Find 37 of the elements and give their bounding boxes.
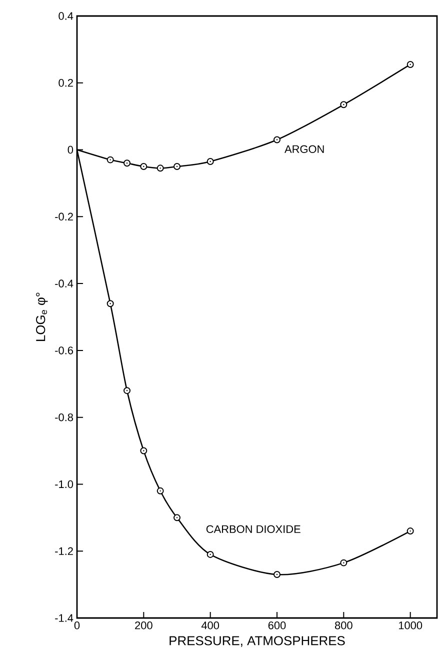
x-tick-label: 800 xyxy=(334,622,352,630)
x-tick-label: 200 xyxy=(135,622,152,630)
point xyxy=(174,514,180,522)
y-tick-label: -0.8 xyxy=(55,413,73,422)
series-label: ARGON xyxy=(284,145,324,154)
y-tick-label: -1.4 xyxy=(55,614,74,622)
point xyxy=(406,61,414,68)
point xyxy=(140,447,148,454)
point xyxy=(340,101,348,108)
point xyxy=(156,164,164,172)
point xyxy=(156,487,164,494)
point xyxy=(106,300,114,308)
point xyxy=(206,158,214,165)
y-tick-label: -0.2 xyxy=(55,212,73,221)
x-axis-title: PRESSURE, ATMOSPHERES xyxy=(170,636,345,647)
series-label: CARBON DIOXIDE xyxy=(206,525,300,534)
x-tick-label: 1000 xyxy=(398,622,422,630)
point xyxy=(124,160,130,167)
x-tick-label: 0 xyxy=(74,622,80,630)
point xyxy=(124,387,130,394)
y-axis-title: LOG$_{e}$ φ° xyxy=(36,292,48,341)
x-tick-label: 600 xyxy=(268,622,286,630)
point xyxy=(140,163,148,170)
y-tick-label: -0.6 xyxy=(55,346,73,354)
point xyxy=(206,550,214,558)
point xyxy=(174,163,180,170)
y-tick-label: 0 xyxy=(68,146,74,154)
y-tick-label: 0.2 xyxy=(58,79,73,87)
y-tick-label: -1.2 xyxy=(55,547,73,555)
point xyxy=(106,156,114,164)
y-tick-label: -0.4 xyxy=(55,280,74,288)
point xyxy=(406,528,414,535)
y-tick-label: -1.0 xyxy=(55,480,74,488)
point xyxy=(274,136,280,144)
y-tick-label: 0.4 xyxy=(58,12,74,20)
point xyxy=(274,571,280,578)
x-tick-label: 400 xyxy=(201,622,220,630)
